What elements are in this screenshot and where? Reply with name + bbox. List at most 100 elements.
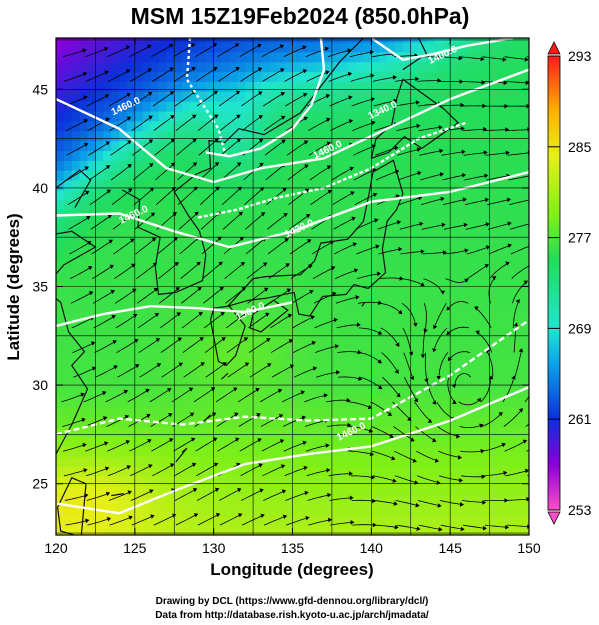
streamline-arrowhead — [303, 116, 308, 121]
heat-cell — [324, 327, 333, 339]
streamline — [422, 327, 426, 354]
heat-cell — [142, 199, 152, 211]
streamline — [314, 319, 335, 329]
heat-cell — [111, 367, 120, 378]
heat-cell — [197, 406, 207, 418]
heat-cell — [402, 91, 412, 102]
heat-cell — [221, 41, 230, 53]
heat-cell — [284, 337, 294, 349]
heat-cell — [221, 337, 230, 349]
heat-cell — [473, 101, 483, 112]
heat-cell — [142, 249, 152, 260]
heat-cell — [292, 229, 301, 240]
heat-cell — [127, 515, 136, 526]
heat-cell — [339, 41, 349, 53]
heat-cell — [324, 406, 333, 418]
heat-cell — [316, 525, 325, 535]
heat-cell — [276, 377, 286, 388]
heat-cell — [56, 51, 65, 63]
heat-cell — [150, 367, 160, 378]
colorbar-tick-label: 293 — [568, 48, 592, 64]
heat-cell — [261, 61, 270, 73]
heat-cell — [316, 387, 325, 398]
heat-cell — [63, 347, 73, 359]
heat-cell — [324, 308, 333, 319]
heat-cell — [465, 357, 475, 368]
heat-cell — [103, 150, 112, 161]
heat-cell — [324, 347, 333, 359]
heat-cell — [387, 268, 396, 280]
heat-cell — [63, 278, 73, 290]
heat-cell — [402, 466, 412, 477]
heat-cell — [261, 130, 270, 142]
heat-cell — [71, 150, 81, 161]
heat-cell — [95, 219, 104, 230]
streamline-arrowhead — [304, 164, 309, 169]
heat-cell — [410, 377, 420, 388]
heat-cell — [355, 189, 365, 201]
heat-cell — [237, 406, 246, 418]
streamline-arrowhead — [257, 67, 263, 72]
streamline — [221, 164, 239, 181]
heat-cell — [221, 406, 230, 418]
heat-cell — [142, 229, 152, 240]
heat-cell — [229, 229, 238, 240]
heat-cell — [371, 367, 380, 378]
streamline-arrowhead — [432, 400, 437, 405]
heat-cell — [339, 485, 349, 497]
heat-cell — [395, 38, 404, 43]
streamline-arrowhead — [484, 173, 489, 179]
streamline — [155, 189, 174, 206]
heat-cell — [284, 209, 294, 221]
heat-cell — [513, 466, 522, 477]
heat-cell — [56, 406, 65, 418]
heat-cell — [497, 357, 506, 368]
heat-cell — [142, 91, 152, 102]
heat-cell — [355, 485, 365, 497]
streamline-arrowhead — [260, 212, 266, 217]
heat-cell — [465, 396, 475, 408]
heat-cell — [182, 140, 191, 152]
heat-cell — [331, 249, 341, 260]
heat-cell — [300, 347, 309, 359]
heat-cell — [79, 219, 89, 230]
heat-cell — [371, 51, 380, 63]
heat-cell — [150, 239, 160, 250]
heat-cell — [450, 387, 459, 398]
heat-cell — [182, 180, 191, 191]
heat-cell — [473, 485, 483, 497]
heat-cell — [434, 150, 443, 161]
heat-cell — [339, 101, 349, 112]
heat-cell — [158, 318, 167, 329]
heat-cell — [363, 91, 372, 102]
heat-cell — [450, 101, 459, 112]
heat-cell — [56, 475, 65, 487]
heat-cell — [63, 495, 73, 507]
heat-cell — [174, 239, 183, 250]
heat-cell — [434, 258, 443, 270]
heat-cell — [63, 387, 73, 398]
heat-cell — [71, 189, 81, 201]
heat-cell — [308, 180, 317, 191]
streamline-arrowhead — [219, 286, 224, 291]
heat-cell — [245, 239, 254, 250]
heat-cell — [276, 337, 286, 349]
heat-cell — [205, 101, 215, 112]
heat-cell — [190, 525, 199, 535]
heat-cell — [426, 81, 435, 92]
streamline-arrowhead — [480, 56, 485, 62]
heat-cell — [111, 406, 120, 418]
heat-cell — [71, 51, 81, 63]
heat-cell — [363, 466, 372, 477]
heat-cell — [103, 475, 112, 487]
streamline — [371, 426, 391, 437]
heat-cell — [103, 525, 112, 535]
streamline-arrowhead — [458, 455, 462, 460]
heat-cell — [134, 268, 144, 280]
heat-cell — [473, 81, 483, 92]
heat-cell — [95, 525, 104, 535]
heat-cell — [284, 160, 294, 171]
heat-cell — [316, 160, 325, 171]
streamline-arrowhead — [374, 218, 379, 223]
